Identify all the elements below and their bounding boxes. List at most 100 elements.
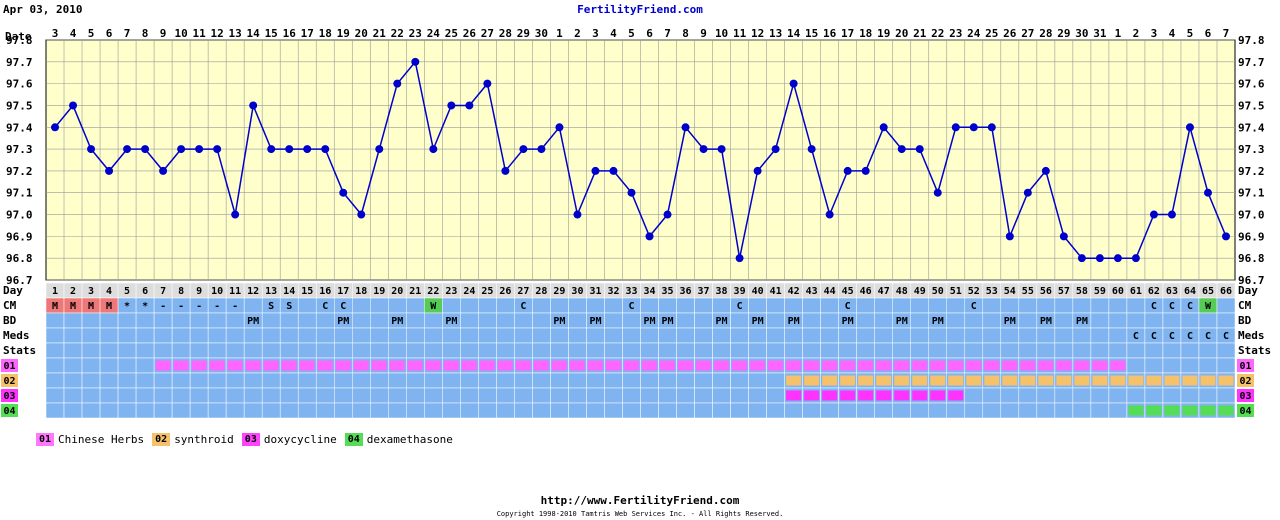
med-taken-mark — [407, 360, 423, 371]
cm-cell — [928, 297, 948, 314]
stats-cell — [207, 342, 227, 359]
temperature-point — [519, 145, 528, 154]
cm-value: - — [160, 301, 166, 312]
med-taken-mark — [984, 375, 1000, 386]
med-taken-mark — [786, 375, 802, 386]
med-cell — [99, 387, 119, 404]
bd-cell — [946, 312, 966, 329]
cm-cell — [1036, 297, 1056, 314]
med-taken-mark — [678, 360, 694, 371]
temperature-point — [1041, 166, 1050, 175]
bd-cell — [352, 312, 371, 329]
med-cell — [1090, 402, 1110, 419]
temperature-point — [951, 123, 960, 132]
med-taken-mark — [1092, 360, 1108, 371]
temperature-point — [807, 145, 816, 154]
med-cell — [81, 387, 101, 404]
med-cell — [207, 372, 227, 389]
med-cell — [460, 402, 479, 419]
med-taken-mark — [732, 360, 748, 371]
date-label: 17 — [841, 27, 854, 40]
stats-cell — [514, 342, 533, 359]
med-cell — [243, 387, 263, 404]
day-number: 55 — [1022, 286, 1034, 297]
stats-cell — [838, 342, 857, 359]
med-taken-mark — [1182, 375, 1198, 386]
meds-cell — [982, 327, 1002, 344]
stats-cell — [928, 342, 948, 359]
stats-cell — [1090, 342, 1110, 359]
stats-cell — [45, 342, 65, 359]
cm-value: S — [268, 301, 274, 312]
bd-cell — [315, 312, 335, 329]
bd-cell — [406, 312, 425, 329]
med-row-code-right: 04 — [1239, 406, 1251, 417]
med-cell — [604, 387, 623, 404]
temperature-point — [555, 123, 564, 132]
site-title[interactable]: FertilityFriend.com — [577, 3, 703, 16]
bd-cell — [532, 312, 551, 329]
med-cell — [189, 387, 209, 404]
cm-cell — [388, 297, 407, 314]
med-cell — [261, 372, 281, 389]
day-number: 2 — [70, 286, 76, 297]
cm-cell — [243, 297, 263, 314]
date-label: 31 — [1093, 27, 1107, 40]
med-taken-mark — [605, 360, 621, 371]
meds-cell — [352, 327, 371, 344]
stats-cell — [99, 342, 119, 359]
med-row-code-right: 02 — [1239, 376, 1251, 387]
med-cell — [1198, 387, 1218, 404]
med-cell — [730, 402, 749, 419]
date-label: 18 — [319, 27, 332, 40]
cm-value: C — [737, 301, 743, 312]
med-taken-mark — [425, 360, 441, 371]
temperature-point — [591, 166, 600, 175]
med-cell — [604, 402, 623, 419]
bd-cell — [189, 312, 209, 329]
med-cell — [460, 387, 479, 404]
meds-cell — [820, 327, 839, 344]
y-tick-right: 97.8 — [1238, 34, 1265, 47]
cm-cell — [1216, 297, 1236, 314]
med-taken-mark — [1074, 375, 1090, 386]
bd-cell — [820, 312, 839, 329]
temperature-point — [177, 145, 186, 154]
med-cell — [1162, 387, 1182, 404]
med-taken-mark — [1128, 375, 1144, 386]
temperature-point — [1005, 232, 1014, 241]
med-taken-mark — [894, 390, 910, 401]
stats-cell — [406, 342, 425, 359]
med-taken-mark — [1002, 375, 1018, 386]
med-taken-mark — [1218, 375, 1234, 386]
med-cell — [550, 387, 569, 404]
date-label: 6 — [106, 27, 113, 40]
date-label: 17 — [301, 27, 314, 40]
med-cell — [1000, 402, 1020, 419]
day-number: 5 — [124, 286, 130, 297]
stats-cell — [225, 342, 245, 359]
date-label: 18 — [859, 27, 872, 40]
bd-cell — [45, 312, 65, 329]
stats-cell — [802, 342, 821, 359]
stats-cell — [1126, 342, 1146, 359]
cm-cell — [1090, 297, 1110, 314]
med-cell — [1108, 387, 1128, 404]
meds-cell — [370, 327, 389, 344]
meds-cell — [225, 327, 245, 344]
y-tick-right: 97.5 — [1238, 99, 1265, 112]
legend-label: Chinese Herbs — [58, 432, 145, 446]
med-row-code-right-bg — [1237, 359, 1254, 372]
bd-value: PM — [842, 316, 854, 327]
med-cell — [496, 402, 515, 419]
med-cell — [478, 402, 497, 419]
med-cell — [297, 402, 317, 419]
day-number: 40 — [752, 286, 764, 297]
footer-url[interactable]: http://www.FertilityFriend.com — [540, 494, 740, 507]
cm-cell — [640, 297, 659, 314]
y-tick-right: 97.6 — [1238, 78, 1265, 91]
bd-value: PM — [1076, 316, 1088, 327]
meds-value: C — [1169, 331, 1175, 342]
temperature-point — [249, 101, 258, 110]
med-cell — [496, 372, 515, 389]
